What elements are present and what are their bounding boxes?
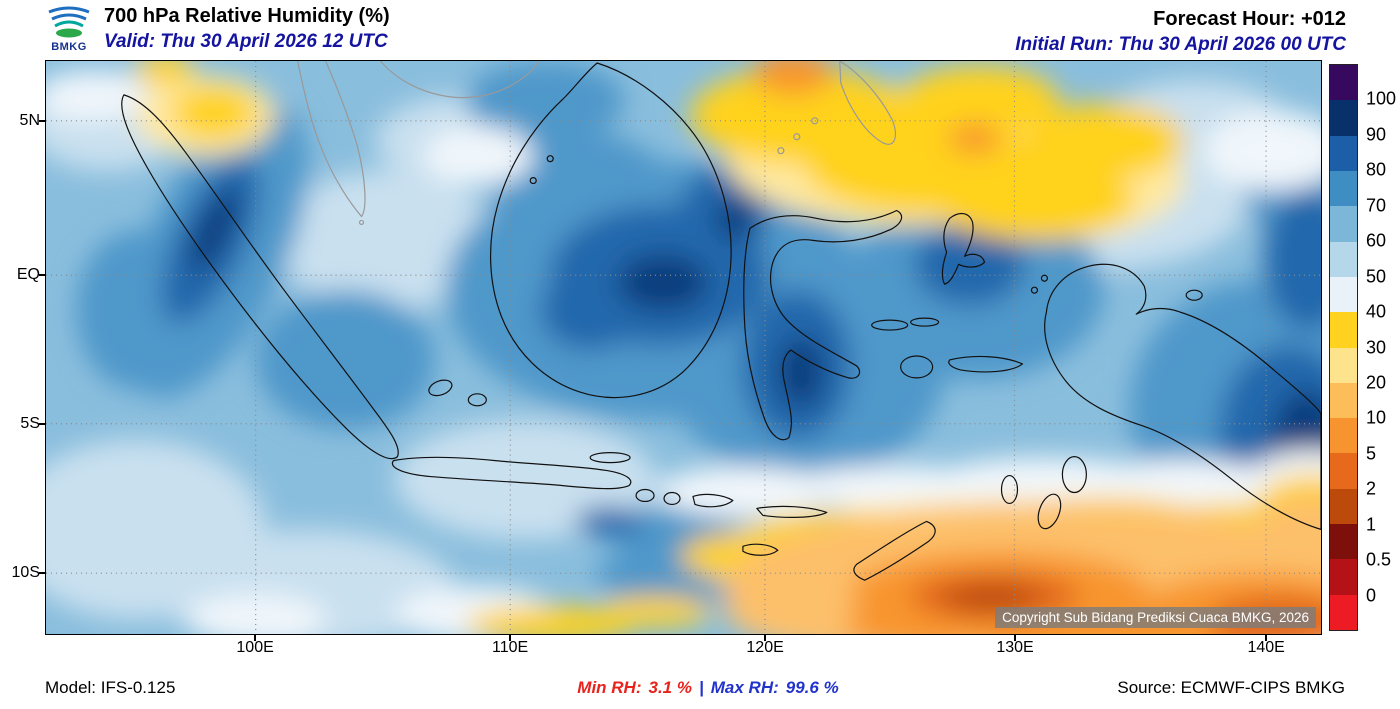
colorbar-segment (1330, 382, 1357, 419)
colorbar-tick-label: 10 (1366, 407, 1387, 428)
colorbar-tick-label: 30 (1366, 337, 1387, 357)
colorbar-segment (1330, 276, 1357, 313)
colorbar-segment (1330, 594, 1357, 630)
colorbar-tick-label: 40 (1366, 301, 1387, 322)
valid-time-label: Valid: Thu 30 April 2026 12 UTC (104, 31, 388, 52)
bmkg-logo-label: BMKG (51, 41, 87, 53)
max-rh-value: 99.6 % (785, 678, 839, 697)
colorbar-segment (1330, 453, 1357, 489)
colorbar-segment (1330, 206, 1357, 242)
colorbar-segment (1330, 524, 1357, 560)
lon-tick-mark (509, 634, 512, 641)
colorbar-segment (1330, 241, 1357, 277)
colorbar-tick-label: 100 (1366, 88, 1397, 109)
page-title: 700 hPa Relative Humidity (%) (104, 5, 390, 27)
lon-tick-mark (254, 634, 257, 641)
colorbar-segment (1330, 312, 1357, 348)
lon-tick-label: 100E (236, 639, 274, 656)
lat-tick-label: 10S (11, 564, 40, 582)
header-left: BMKG 700 hPa Relative Humidity (%) Valid… (44, 3, 390, 55)
lon-tick-label: 110E (492, 639, 529, 656)
graticule-grid (46, 61, 1321, 634)
lon-tick-label: 120E (746, 639, 784, 656)
rh-divider: | (698, 678, 704, 697)
colorbar-tick-label: 1 (1366, 514, 1377, 535)
lat-tick-mark (39, 119, 46, 122)
bmkg-logo: BMKG (44, 3, 94, 53)
model-label: Model: IFS-0.125 (45, 678, 176, 697)
colorbar-tick-label: 90 (1366, 124, 1387, 145)
max-rh-label: Max RH: (710, 678, 779, 697)
coastlines (121, 62, 1321, 581)
colorbar-tick-label: 5 (1366, 443, 1377, 464)
colorbar-tick-label: 20 (1366, 372, 1387, 393)
colorbar-tick-label: 80 (1366, 159, 1387, 180)
lat-tick-label: 5N (19, 111, 40, 129)
colorbar-segment (1330, 100, 1357, 136)
source-label: Source: ECMWF-CIPS BMKG (1117, 678, 1345, 697)
colorbar-segment (1330, 65, 1357, 101)
bmkg-logo-icon (48, 6, 90, 38)
colorbar (1329, 64, 1358, 631)
rh-extremes: Min RH: 3.1 % | Max RH: 99.6 % (577, 678, 838, 698)
lon-tick-mark (1014, 634, 1016, 641)
lon-tick-label: 140E (1247, 639, 1285, 656)
lon-tick-mark (764, 634, 767, 641)
humidity-field-map (46, 61, 1321, 634)
colorbar-segment (1330, 170, 1357, 207)
map-frame: Copyright Sub Bidang Prediksi Cuaca BMKG… (12, 60, 1322, 656)
colorbar-tick-label: 0.5 (1366, 549, 1392, 570)
lat-tick-label: 5S (20, 414, 40, 432)
min-rh-label: Min RH: (577, 678, 642, 697)
lon-tick-label: 130E (996, 639, 1034, 656)
colorbar-tick-label: 70 (1366, 195, 1387, 216)
lon-tick-mark (1265, 634, 1268, 641)
colorbar-segment (1330, 347, 1357, 383)
forecast-hour-label: Forecast Hour: +012 (1153, 8, 1346, 30)
colorbar-tick-label: 60 (1366, 230, 1387, 251)
colorbar-segment (1330, 418, 1357, 454)
min-rh-value: 3.1 % (648, 678, 692, 697)
header-right: Forecast Hour: +012 Initial Run: Thu 30 … (1015, 6, 1346, 58)
colorbar-segment (1330, 488, 1357, 525)
colorbar-segment (1330, 559, 1357, 595)
lat-tick-mark (39, 572, 46, 575)
colorbar-ticks: 100 90 80 70 60 50 40 30 20 10 5 2 1 0.5 0 (1366, 64, 1400, 631)
foreign-coastlines (297, 61, 896, 226)
lat-tick-mark (39, 274, 46, 277)
copyright-badge: Copyright Sub Bidang Prediksi Cuaca BMKG… (995, 607, 1316, 628)
colorbar-segment (1330, 135, 1357, 171)
lat-tick-mark (39, 422, 46, 425)
initial-run-label: Initial Run: Thu 30 April 2026 00 UTC (1015, 34, 1346, 55)
colorbar-tick-label: 0 (1366, 585, 1377, 606)
lat-tick-label: EQ (16, 266, 40, 284)
colorbar-tick-label: 2 (1366, 478, 1377, 499)
colorbar-tick-label: 50 (1366, 266, 1387, 287)
